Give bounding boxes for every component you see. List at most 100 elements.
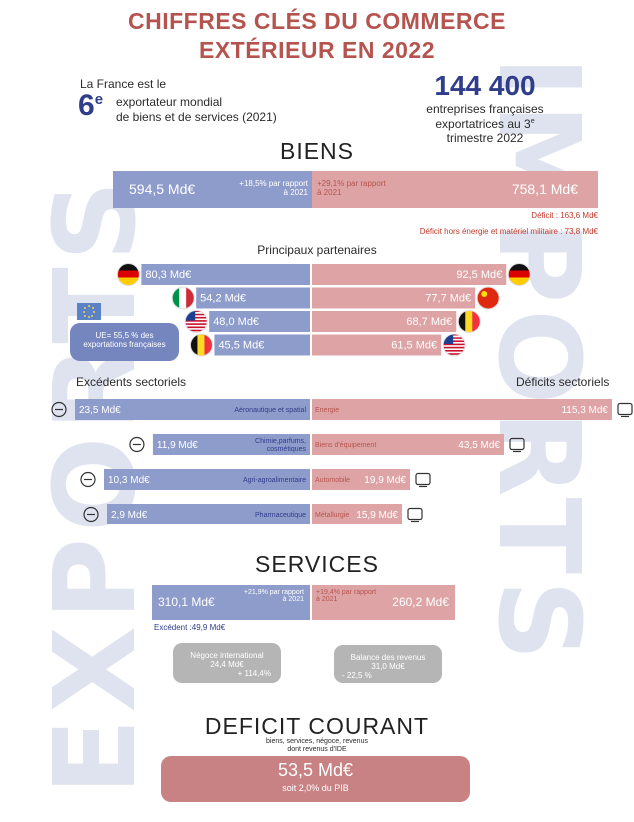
- services-import-change-line2: à 2021: [316, 596, 338, 603]
- services-title: SERVICES: [255, 551, 379, 577]
- surplus-agri-agroalimentaire-value: 10,3 Md€: [108, 475, 150, 486]
- partner-export-etats-unis-flag-icon-border: [184, 310, 208, 333]
- partner-import-etats-unis-flag-icon-stripe: [443, 350, 466, 352]
- partner-import-etats-unis-flag-icon-stripe: [443, 334, 466, 336]
- deficit-biens-d-equipement-bar: [312, 434, 504, 455]
- partner-import-belgique-flag-icon-stripe: [465, 310, 474, 333]
- partner-export-belgique-flag-icon-stripe: [204, 334, 213, 356]
- partner-export-italie-flag-icon-stripe: [172, 287, 181, 309]
- pills-icon-shape: [83, 506, 99, 523]
- partner-export-belgique-flag-icon: [189, 333, 213, 357]
- partner-import-allemagne-flag-icon-body: [508, 263, 531, 286]
- biens-deficit: Déficit : 163,6 Md€: [531, 211, 598, 220]
- eu-note: UE= 55,5 % des exportations françaises: [70, 323, 179, 361]
- negoce-title: Négoce international: [190, 651, 264, 660]
- partner-export-etats-unis-flag-icon: [184, 310, 208, 333]
- surplus-pharmaceutique-category: Pharmaceutique: [255, 512, 306, 519]
- biens-import-bar: +29,1% par rapport à 2021 758,1 Md€: [312, 171, 598, 208]
- partner-export-etats-unis-flag-icon-stripe: [185, 329, 208, 332]
- deficit-biens-d-equipement-category: Biens d'équipement: [315, 442, 376, 449]
- services-export-change-line1: +21,9% par rapport: [243, 589, 304, 596]
- partners-title: Principaux partenaires: [257, 243, 377, 257]
- partner-import-chine-flag-icon-star: [481, 291, 488, 297]
- plane-icon-shape: [51, 401, 67, 418]
- partner-export-etats-unis-flag-icon-stripe: [185, 323, 208, 325]
- rank-line2: de biens et de services (2021): [116, 110, 277, 124]
- negoce-value: 24,4 Md€: [210, 660, 244, 669]
- partners-chart: 80,3 Md€ 54,2 Md€ 48,0 Md€ 45,5 Md€ 92,5 Md€…: [116, 263, 531, 357]
- courant-sub2: dont revenus d'IDE: [287, 746, 347, 753]
- revenus-pill: Balance des revenus 31,0 Md€ - 22,5 %: [334, 645, 442, 683]
- services-import-change-line1: +19,4% par rapport: [316, 589, 377, 596]
- partner-import-etats-unis-flag-icon: [442, 333, 466, 357]
- partner-import-belgique-flag-icon-border: [457, 310, 481, 333]
- partner-export-etats-unis-flag-icon-stripe: [185, 316, 208, 319]
- partner-export-italie-flag-icon: [171, 286, 195, 310]
- revenus-change: - 22,5 %: [342, 671, 372, 680]
- biens-deficit-hors: Déficit hors énergie et matériel militai…: [419, 227, 598, 236]
- services-export-change-line2: à 2021: [282, 596, 304, 603]
- partner-export-etats-unis-flag-icon-stripe: [185, 313, 208, 316]
- partner-import-allemagne-bar: [312, 264, 507, 285]
- partner-import-belgique-flag-icon-stripe: [472, 310, 481, 333]
- courant-pib: soit 2,0% du PIB: [282, 783, 349, 793]
- surplus-aeronautique-et-spatial-category: Aéronautique et spatial: [234, 407, 306, 414]
- surplus-agri-agroalimentaire-bar: [104, 469, 310, 490]
- page-title-line1: CHIFFRES CLÉS DU COMMERCE: [128, 8, 506, 34]
- partner-import-etats-unis-flag-icon-border: [442, 333, 466, 357]
- deficit-metallurgie-value: 15,9 Md€: [356, 510, 398, 521]
- rank-number: 6e: [78, 89, 103, 123]
- surplus-pharmaceutique-value: 2,9 Md€: [111, 510, 148, 521]
- partner-import-chine-flag-icon-border: [476, 286, 500, 310]
- partner-import-chine-flag-icon-body: [477, 287, 500, 309]
- companies-line3: trimestre 2022: [446, 131, 524, 145]
- revenus-value: 31,0 Md€: [371, 662, 405, 671]
- partner-import-allemagne-label: 92,5 Md€: [456, 269, 502, 281]
- partner-import-etats-unis-flag-icon-stripe: [443, 343, 466, 346]
- surplus-chimie-parfums-cosmetiques-value: 11,9 Md€: [157, 440, 198, 451]
- partner-export-allemagne-flag-icon-border: [116, 263, 140, 286]
- surplus-aeronautique-et-spatial-bar: [75, 399, 310, 420]
- car-icon: [415, 472, 431, 488]
- partner-export-allemagne-flag-icon-body: [117, 263, 140, 286]
- rank-number-suffix: e: [94, 91, 104, 108]
- partner-export-etats-unis-flag-icon-canton: [185, 310, 196, 321]
- partner-export-italie-bar: [196, 287, 310, 309]
- biens-title: BIENS: [279, 138, 355, 164]
- partner-export-italie-flag-icon-stripe: [186, 287, 195, 309]
- partner-import-etats-unis-flag-icon-body: [443, 334, 466, 355]
- partner-export-allemagne-label: 80,3 Md€: [145, 269, 191, 281]
- partner-export-belgique-flag-icon-body: [190, 334, 213, 356]
- partner-import-etats-unis-flag-icon-stripe: [443, 340, 466, 342]
- deficit-metallurgie-category: Métallurgie: [315, 512, 349, 519]
- plane-icon: [51, 401, 67, 418]
- metal-robot-icon: [407, 507, 423, 523]
- deficit-automobile-bar: [312, 469, 410, 490]
- eu-flag-stars: [83, 305, 95, 318]
- surplus-title: Excédents sectoriels: [76, 375, 187, 389]
- partner-import-allemagne-flag-icon-stripe: [508, 277, 531, 286]
- car-icon-shape: [415, 472, 431, 486]
- biens-import-change-line2: à 2021: [317, 188, 342, 197]
- partner-export-etats-unis-flag-icon-body: [185, 310, 208, 332]
- biens-import-change: +29,1% par rapport à 2021: [317, 179, 386, 197]
- partner-export-etats-unis-flag-icon-stripe: [185, 320, 208, 322]
- services-export-change: +21,9% par rapport à 2021: [244, 589, 304, 603]
- partner-export-italie-label: 54,2 Md€: [200, 293, 246, 305]
- partner-import-etats-unis-bar: [312, 334, 442, 356]
- sectors-chart: 23,5 Md€ Aéronautique et spatial 11,9 Md€ C…: [51, 399, 633, 524]
- rank-number-value: 6: [78, 89, 95, 122]
- partner-import-chine-label: 77,7 Md€: [425, 293, 471, 305]
- biens-export-change-line1: +18,5% par rapport: [239, 179, 308, 188]
- partner-export-allemagne-bar: [141, 264, 310, 285]
- companies-number: 144 400: [434, 70, 536, 101]
- machine-icon-shape: [509, 437, 525, 451]
- biens-import-value: 758,1 Md€: [511, 181, 578, 197]
- partner-export-italie-flag-icon-border: [171, 286, 195, 310]
- courant-box: 53,5 Md€ soit 2,0% du PIB: [161, 756, 470, 802]
- services-import-value: 260,2 Md€: [392, 595, 449, 609]
- eu-note-line2: exportations françaises: [83, 340, 166, 349]
- wheat-icon-shape: [80, 471, 96, 488]
- machine-icon: [509, 437, 525, 453]
- deficit-biens-d-equipement-value: 43,5 Md€: [458, 440, 500, 451]
